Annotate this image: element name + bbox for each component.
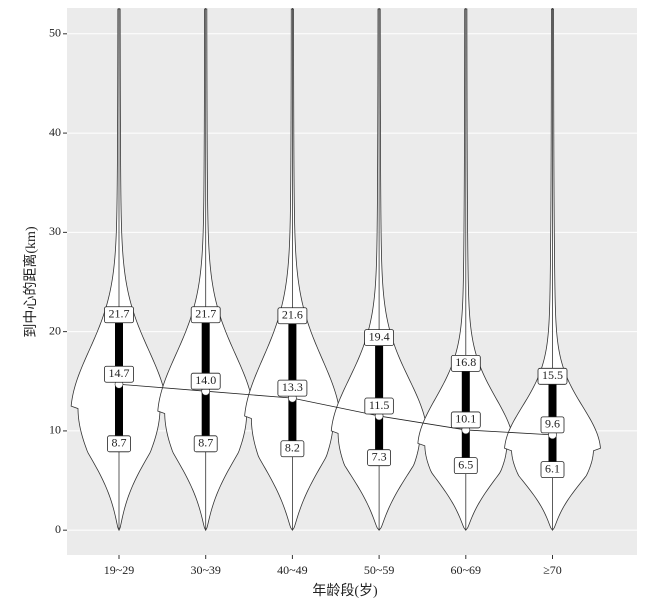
x-tick-label: 60~69 [451, 563, 482, 577]
y-tick-label: 40 [49, 125, 61, 139]
value-label-box [193, 435, 218, 453]
value-label-box [277, 379, 308, 397]
value-label: 10.1 [455, 412, 476, 426]
y-tick-label: 30 [49, 224, 61, 238]
value-label-box [190, 306, 221, 324]
value-label-box [190, 372, 221, 390]
value-label-box [107, 435, 131, 453]
x-tick-label: 30~39 [190, 563, 221, 577]
value-label: 14.0 [195, 373, 216, 387]
value-label: 8.2 [285, 441, 300, 455]
y-tick-label: 10 [49, 423, 61, 437]
value-label-box [450, 355, 481, 372]
x-tick-label: 40~49 [277, 563, 308, 577]
value-label: 9.6 [545, 417, 560, 431]
value-label: 21.6 [282, 307, 303, 321]
value-label-box [453, 457, 478, 475]
value-label: 14.7 [109, 366, 130, 380]
value-label: 6.5 [458, 457, 473, 471]
x-tick-label: ≥70 [543, 563, 562, 577]
y-tick-label: 50 [49, 26, 61, 40]
x-axis-title: 年龄段(岁) [312, 583, 378, 599]
value-label: 21.7 [195, 307, 216, 321]
value-label: 19.4 [369, 329, 390, 343]
value-label: 15.5 [542, 368, 563, 382]
value-label: 11.5 [369, 398, 390, 412]
value-label-box [104, 365, 134, 383]
value-label-box [540, 461, 565, 479]
value-label-box [537, 367, 568, 385]
value-label: 13.3 [282, 380, 303, 394]
x-tick-label: 50~59 [364, 563, 395, 577]
value-label-box [364, 329, 395, 346]
y-tick-label: 0 [55, 522, 61, 536]
value-label-box [277, 307, 308, 325]
value-label-box [280, 440, 305, 458]
value-label: 8.7 [112, 436, 127, 450]
value-label: 8.7 [198, 436, 213, 450]
value-label: 7.3 [372, 449, 387, 463]
y-axis-title: 到中心的距离(km) [22, 226, 39, 338]
value-label-box [540, 416, 565, 434]
value-label-box [364, 397, 394, 415]
median-line [118, 383, 553, 436]
value-label: 21.7 [109, 307, 130, 321]
x-tick-label: 19~29 [104, 563, 135, 577]
y-tick-label: 20 [49, 323, 61, 337]
value-label-box [367, 449, 392, 467]
value-label: 6.1 [545, 461, 560, 475]
value-label-box [104, 306, 134, 324]
value-label-box [450, 411, 481, 429]
value-label: 16.8 [455, 355, 476, 369]
